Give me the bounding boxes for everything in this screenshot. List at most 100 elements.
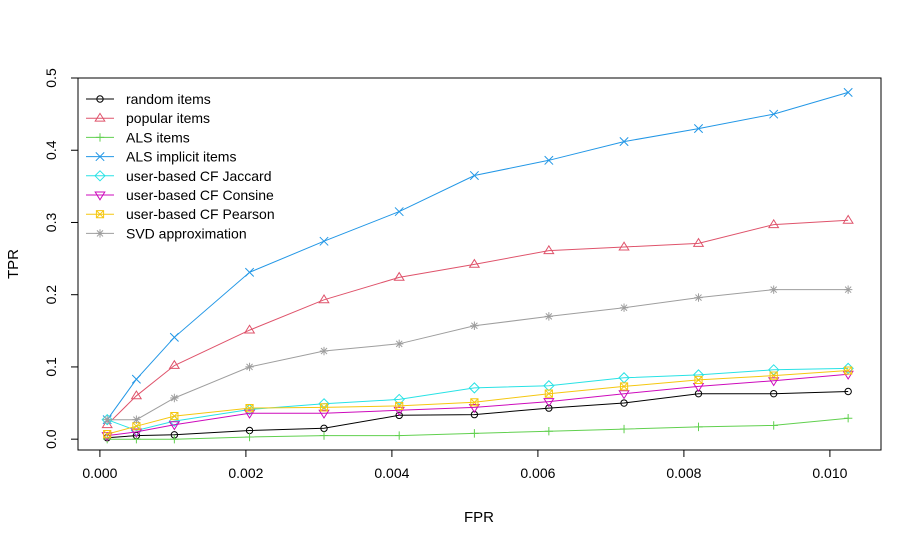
series-layer	[101, 87, 854, 444]
x-tick-label: 0.010	[812, 465, 847, 481]
data-point	[767, 377, 780, 387]
data-point	[618, 390, 630, 400]
data-point	[130, 428, 143, 438]
data-point	[692, 237, 705, 247]
data-point	[168, 421, 181, 431]
legend-marker	[95, 133, 105, 142]
legend-label: user-based CF Jaccard	[126, 168, 272, 184]
legend-item: random items	[86, 91, 211, 107]
data-point	[170, 393, 179, 403]
data-point	[843, 414, 853, 423]
x-tick-label: 0.008	[666, 465, 701, 481]
data-point	[619, 424, 629, 434]
data-point	[130, 390, 143, 400]
series-2	[103, 414, 853, 444]
legend-item: user-based CF Consine	[86, 187, 274, 203]
data-point	[469, 170, 479, 181]
legend-label: popular items	[126, 110, 210, 126]
x-axis: 0.000 0.002 0.004 0.006 0.008 0.010	[82, 449, 848, 481]
y-tick-label: 0.0	[43, 429, 59, 449]
data-point	[470, 321, 479, 330]
data-point	[243, 324, 256, 334]
data-point	[767, 364, 780, 376]
data-point	[843, 285, 853, 294]
series-1	[101, 214, 854, 429]
data-point	[245, 362, 254, 372]
data-point	[468, 258, 481, 268]
legend: random items popular items ALS items ALS im…	[86, 91, 275, 241]
data-point	[170, 411, 179, 421]
data-point	[620, 399, 628, 407]
legend-label: user-based CF Pearson	[126, 206, 275, 222]
data-point	[393, 393, 405, 406]
series-line	[107, 373, 849, 437]
data-point	[132, 415, 141, 424]
data-point	[619, 137, 629, 147]
data-point	[393, 271, 405, 281]
series-3	[102, 87, 853, 425]
legend-marker	[94, 170, 106, 182]
data-point	[619, 382, 629, 391]
y-tick-label: 0.1	[43, 357, 59, 377]
legend-item: SVD approximation	[86, 225, 247, 241]
data-point	[245, 432, 254, 442]
data-point	[544, 427, 554, 436]
data-point	[769, 285, 778, 294]
data-point	[394, 207, 404, 217]
data-point	[132, 422, 141, 431]
data-point	[543, 398, 555, 408]
series-line	[106, 219, 849, 426]
data-point	[245, 404, 254, 413]
data-point	[693, 124, 704, 134]
data-point	[769, 371, 778, 380]
data-point	[619, 303, 629, 312]
series-line	[107, 417, 849, 440]
data-point	[395, 431, 404, 440]
data-point	[319, 431, 329, 440]
data-point	[769, 389, 778, 398]
data-point	[103, 434, 112, 444]
legend-marker	[94, 112, 106, 122]
data-point	[318, 409, 330, 419]
data-point	[618, 241, 630, 251]
x-tick-label: 0.006	[520, 465, 555, 481]
x-tick-label: 0.004	[374, 465, 409, 481]
series-line	[106, 91, 849, 420]
data-point	[694, 293, 703, 302]
data-point	[169, 332, 179, 342]
data-point	[318, 294, 330, 304]
data-point	[543, 244, 555, 255]
data-point	[103, 415, 112, 424]
legend-marker	[95, 210, 105, 219]
data-point	[168, 359, 181, 369]
data-point	[101, 413, 113, 426]
data-point	[844, 387, 852, 396]
legend-label: user-based CF Consine	[126, 187, 274, 203]
series-line	[107, 391, 849, 439]
data-point	[694, 422, 703, 432]
x-axis-label: FPR	[464, 509, 494, 526]
data-point	[544, 155, 554, 165]
legend-label: random items	[126, 91, 211, 107]
data-point	[244, 267, 255, 277]
data-point	[468, 403, 481, 414]
data-point	[468, 382, 481, 394]
data-point	[769, 421, 778, 430]
data-point	[843, 87, 853, 98]
y-tick-label: 0.4	[43, 140, 59, 160]
data-point	[101, 418, 113, 429]
data-point	[543, 380, 555, 392]
data-point	[103, 430, 112, 439]
legend-label: SVD approximation	[126, 225, 247, 241]
data-point	[470, 398, 479, 407]
legend-label: ALS implicit items	[126, 149, 236, 165]
data-point	[544, 389, 553, 398]
data-point	[694, 375, 703, 385]
data-point	[170, 434, 179, 444]
data-point	[319, 346, 329, 356]
legend-item: ALS items	[86, 129, 190, 145]
data-point	[393, 406, 405, 417]
series-line	[107, 367, 849, 432]
data-point	[319, 403, 329, 412]
data-point	[767, 218, 780, 229]
